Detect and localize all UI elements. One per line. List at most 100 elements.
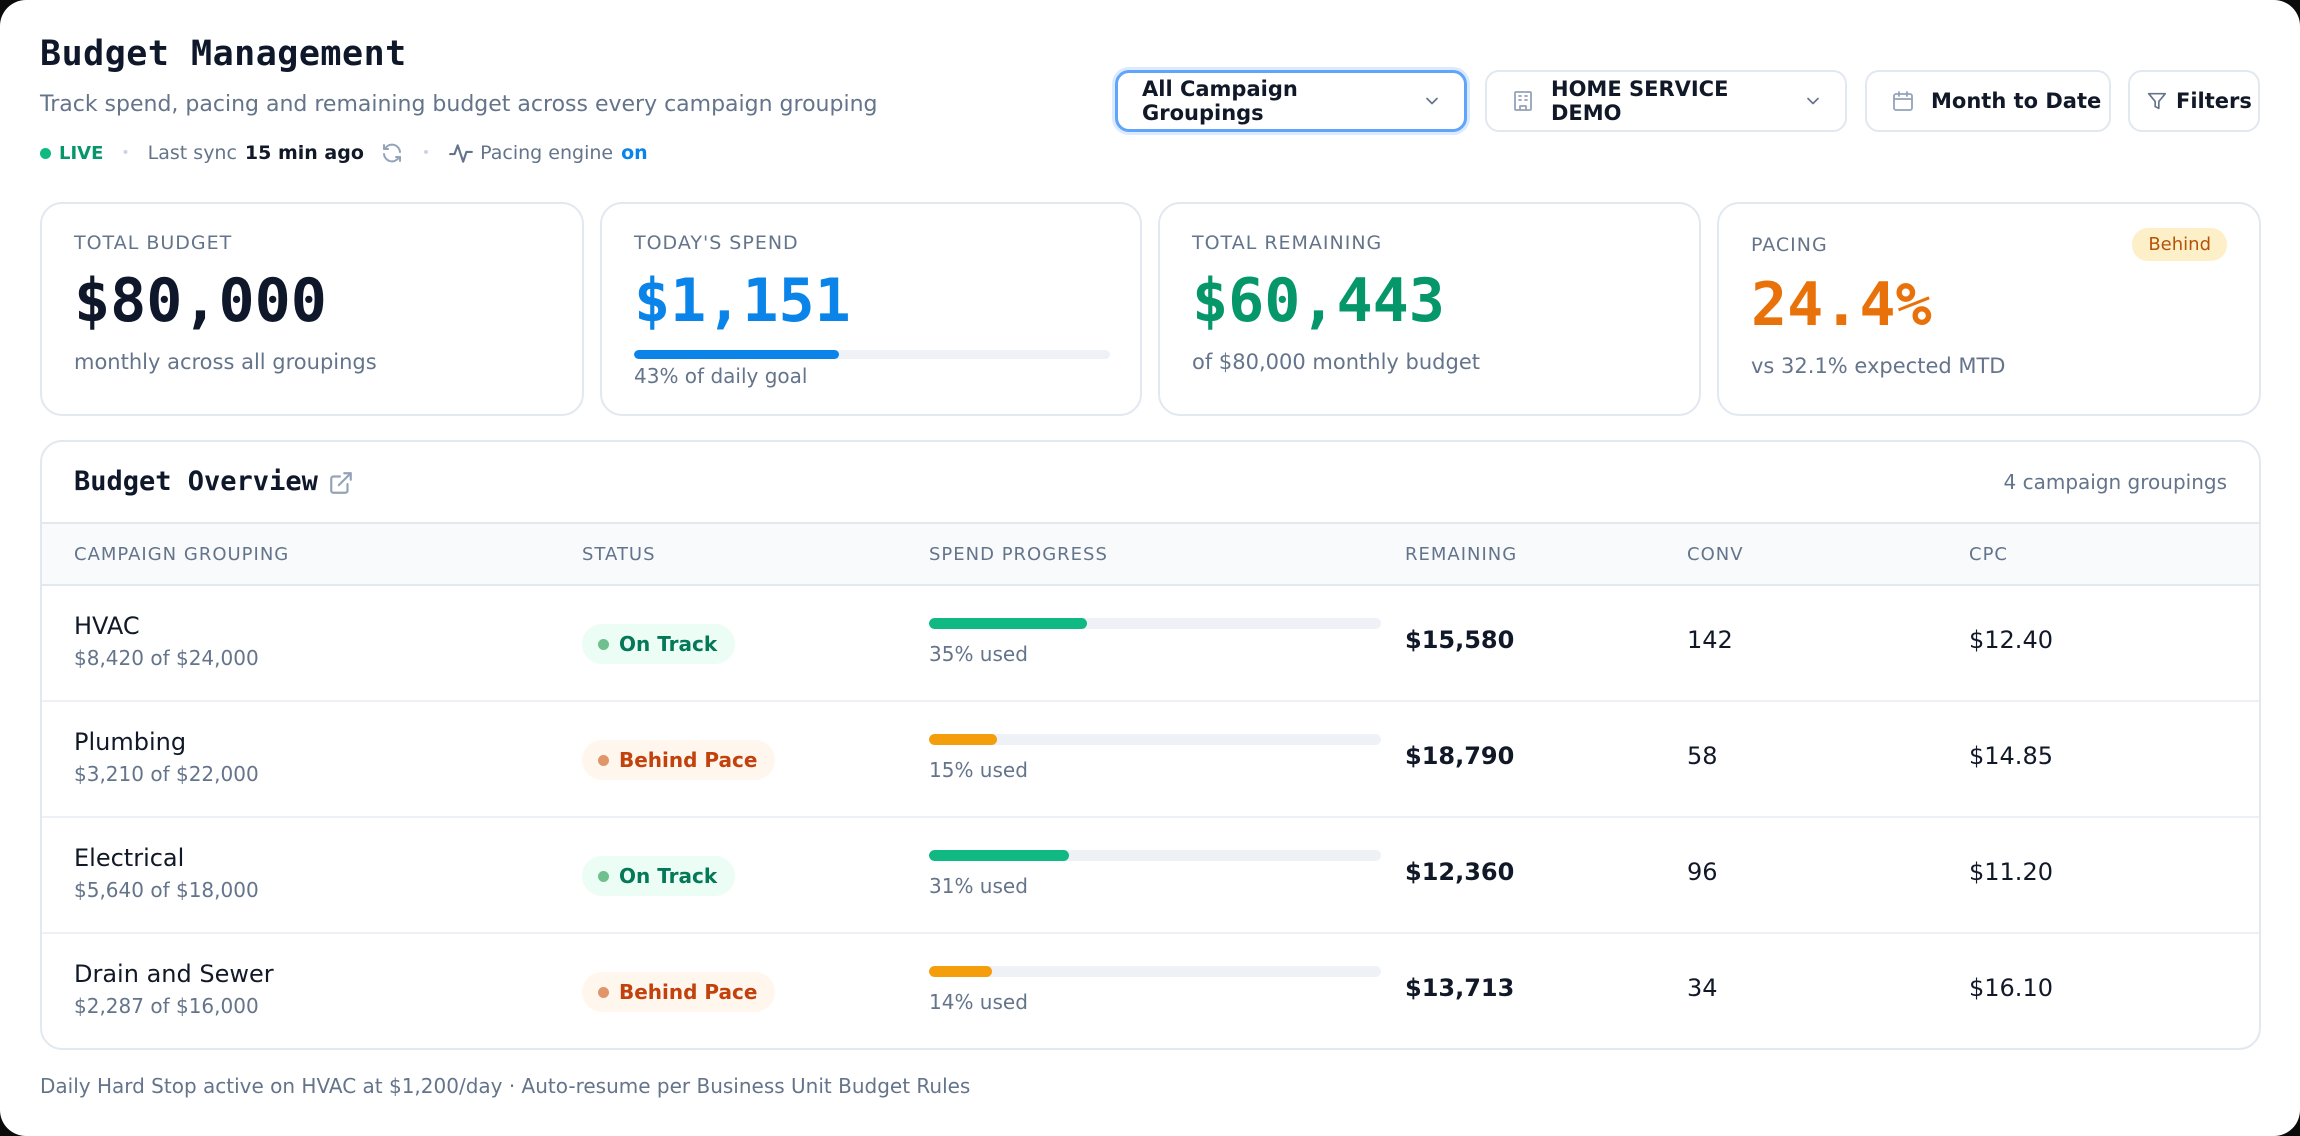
daily-goal-progress-bar: [634, 350, 1110, 359]
status-dot-icon: [598, 870, 609, 882]
footnote: Daily Hard Stop active on HVAC at $1,200…: [40, 1074, 971, 1098]
grouping-name: Plumbing: [74, 728, 187, 756]
page-subtitle: Track spend, pacing and remaining budget…: [40, 92, 878, 117]
external-link-icon[interactable]: [328, 470, 354, 496]
status-badge: Behind: [2132, 228, 2227, 261]
spend-progress-fill: [929, 618, 1088, 629]
chevron-down-icon: [1426, 97, 1438, 105]
status-dot-icon: [598, 638, 609, 650]
table-row[interactable]: HVAC $8,420 of $24,000 On Track 35% used…: [42, 586, 2259, 702]
filter-icon: [2147, 92, 2167, 110]
sync-label: Last sync: [147, 142, 237, 164]
kpi-note: 43% of daily goal: [634, 364, 808, 388]
status-dot-icon: [598, 754, 609, 766]
column-header[interactable]: REMAINING: [1405, 544, 1518, 565]
pacing-engine-label: Pacing engine: [480, 142, 614, 164]
conv-value: 96: [1687, 858, 1718, 886]
cpc-value: $16.10: [1969, 974, 2053, 1002]
column-header[interactable]: CAMPAIGN GROUPING: [74, 544, 290, 565]
kpi-value: $1,151: [634, 266, 851, 336]
spend-progress-fill: [929, 966, 993, 977]
chevron-down-icon: [1807, 97, 1819, 105]
table-header-bar: Budget Overview 4 campaign groupings: [42, 442, 2259, 524]
status-badge: Behind Pace: [582, 740, 776, 780]
pacing-card: PACING Behind 24.4% vs 32.1% expected MT…: [1717, 202, 2261, 416]
table-row[interactable]: Plumbing $3,210 of $22,000 Behind Pace 1…: [42, 702, 2259, 818]
grouping-spend: $3,210 of $22,000: [74, 762, 259, 786]
column-header[interactable]: SPEND PROGRESS: [929, 544, 1108, 565]
grouping-name: HVAC: [74, 612, 140, 640]
date-range-select[interactable]: Month to Date: [1865, 70, 2111, 132]
filters-button[interactable]: Filters: [2128, 70, 2260, 132]
table-row[interactable]: Drain and Sewer $2,287 of $16,000 Behind…: [42, 934, 2259, 1048]
live-dot-icon: [40, 147, 51, 159]
spend-progress-fill: [929, 734, 997, 745]
live-label: LIVE: [59, 142, 104, 164]
building-icon: [1514, 91, 1532, 111]
spend-progress-fill: [929, 850, 1070, 861]
kpi-value: $80,000: [74, 266, 327, 336]
account-select[interactable]: HOME SERVICE DEMO: [1485, 70, 1847, 132]
grouping-spend: $8,420 of $24,000: [74, 646, 259, 670]
todays-spend-card: TODAY'S SPEND $1,151 43% of daily goal: [600, 202, 1142, 416]
grouping-select[interactable]: All Campaign Groupings: [1115, 70, 1467, 132]
column-header[interactable]: CPC: [1969, 544, 2008, 565]
spend-progress-label: 14% used: [929, 990, 1028, 1014]
spend-progress-label: 35% used: [929, 642, 1028, 666]
grouping-spend: $5,640 of $18,000: [74, 878, 259, 902]
conv-value: 34: [1687, 974, 1718, 1002]
grouping-name: Electrical: [74, 844, 185, 872]
grouping-name: Drain and Sewer: [74, 960, 274, 988]
kpi-note: of $80,000 monthly budget: [1192, 350, 1480, 374]
total-remaining-card: TOTAL REMAINING $60,443 of $80,000 month…: [1158, 202, 1701, 416]
total-budget-card: TOTAL BUDGET $80,000 monthly across all …: [40, 202, 584, 416]
table-row[interactable]: Electrical $5,640 of $18,000 On Track 31…: [42, 818, 2259, 934]
kpi-note: monthly across all groupings: [74, 350, 377, 374]
separator: •: [421, 145, 431, 161]
kpi-note: vs 32.1% expected MTD: [1751, 354, 2006, 378]
spend-progress-bar: [929, 618, 1381, 629]
status-line: LIVE • Last sync 15 min ago • Pacing eng…: [40, 138, 648, 168]
status-badge: On Track: [582, 624, 736, 664]
status-badge: Behind Pace: [582, 972, 776, 1012]
filters-label: Filters: [2176, 89, 2252, 113]
status-dot-icon: [598, 986, 609, 998]
date-range-value: Month to Date: [1931, 89, 2102, 113]
column-header[interactable]: CONV: [1687, 544, 1744, 565]
conv-value: 142: [1687, 626, 1733, 654]
kpi-label: TOTAL REMAINING: [1192, 232, 1383, 254]
page-title: Budget Management: [40, 34, 407, 74]
cpc-value: $14.85: [1969, 742, 2053, 770]
table-count: 4 campaign groupings: [2003, 470, 2228, 494]
budget-overview-table: Budget Overview 4 campaign groupings CAM…: [40, 440, 2261, 1050]
spend-progress-label: 31% used: [929, 874, 1028, 898]
daily-goal-progress-fill: [634, 350, 839, 359]
refresh-icon[interactable]: [380, 141, 404, 165]
spend-progress-label: 15% used: [929, 758, 1028, 782]
kpi-label: PACING: [1751, 234, 1828, 256]
status-text: Behind Pace: [619, 748, 758, 772]
remaining-value: $15,580: [1405, 626, 1515, 654]
sync-value: 15 min ago: [244, 142, 364, 164]
table-title: Budget Overview: [74, 466, 318, 497]
pacing-engine-value: on: [621, 142, 648, 164]
status-text: On Track: [619, 864, 718, 888]
conv-value: 58: [1687, 742, 1718, 770]
kpi-value: $60,443: [1192, 266, 1445, 336]
spend-progress-bar: [929, 734, 1381, 745]
table-column-headers: CAMPAIGN GROUPING STATUS SPEND PROGRESS …: [42, 524, 2259, 586]
status-text: On Track: [619, 632, 718, 656]
column-header[interactable]: STATUS: [582, 544, 656, 565]
remaining-value: $13,713: [1405, 974, 1515, 1002]
kpi-label: TOTAL BUDGET: [74, 232, 233, 254]
kpi-label: TODAY'S SPEND: [634, 232, 799, 254]
remaining-value: $18,790: [1405, 742, 1515, 770]
status-badge: On Track: [582, 856, 736, 896]
grouping-select-value: All Campaign Groupings: [1142, 77, 1298, 125]
grouping-spend: $2,287 of $16,000: [74, 994, 259, 1018]
separator: •: [121, 145, 130, 161]
pulse-icon: [449, 144, 474, 163]
status-text: Behind Pace: [619, 980, 758, 1004]
kpi-value: 24.4%: [1751, 270, 1932, 340]
